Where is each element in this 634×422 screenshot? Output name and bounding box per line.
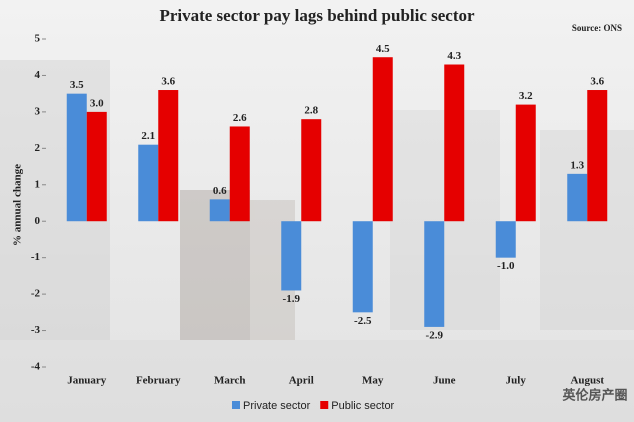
x-tick-label: March <box>214 375 246 387</box>
chart-title: Private sector pay lags behind public se… <box>159 6 475 25</box>
bar <box>86 111 107 222</box>
value-label: -2.5 <box>354 315 372 327</box>
y-tick-label: 2 <box>35 142 41 154</box>
value-label: 3.6 <box>161 76 175 88</box>
value-label: 0.6 <box>213 185 227 197</box>
watermark: 英伦房产圈 <box>561 388 627 404</box>
value-label: 2.8 <box>304 105 318 117</box>
x-tick-label: June <box>433 375 456 387</box>
bar <box>158 90 179 222</box>
bar <box>352 221 373 313</box>
bar <box>444 64 465 222</box>
y-tick-label: -3 <box>31 324 41 336</box>
value-label: 4.3 <box>447 50 461 62</box>
bar <box>587 90 608 222</box>
x-tick-label: July <box>506 375 527 387</box>
bar <box>281 221 302 291</box>
value-label: 3.6 <box>590 76 604 88</box>
value-label: 3.5 <box>70 79 84 91</box>
value-label: 2.1 <box>141 130 155 142</box>
legend-swatch <box>232 401 240 409</box>
bar <box>66 93 87 222</box>
y-tick-label: 3 <box>35 105 41 117</box>
value-label: 4.5 <box>376 43 390 55</box>
value-label: 3.0 <box>90 97 104 109</box>
x-tick-label: April <box>289 375 314 387</box>
legend-swatch <box>320 401 329 409</box>
bar <box>138 144 159 222</box>
y-tick-label: 4 <box>35 69 41 81</box>
bar <box>229 126 250 222</box>
source: Source: ONS <box>572 23 622 33</box>
value-label: -2.9 <box>426 329 444 341</box>
legend-label: Public sector <box>331 400 394 412</box>
y-tick-label: 1 <box>35 178 41 190</box>
y-axis-label: % annual change <box>12 164 24 246</box>
bar <box>495 221 516 258</box>
value-label: -1.0 <box>497 260 515 272</box>
bar <box>515 104 536 222</box>
bar <box>424 221 445 327</box>
value-label: 1.3 <box>570 159 584 171</box>
value-label: 2.6 <box>233 112 247 124</box>
bar <box>209 199 230 222</box>
bar <box>301 119 322 222</box>
legend-label: Private sector <box>243 400 311 412</box>
y-tick-label: -1 <box>31 251 40 263</box>
value-label: -1.9 <box>283 293 301 305</box>
value-label: 3.2 <box>519 90 533 102</box>
x-tick-label: February <box>136 375 181 387</box>
y-tick-label: 5 <box>35 33 41 45</box>
y-tick-label: 0 <box>35 215 41 227</box>
bar <box>567 173 588 222</box>
bar <box>372 57 393 222</box>
x-tick-label: August <box>570 375 604 387</box>
x-tick-label: May <box>362 375 384 387</box>
y-tick-label: -2 <box>31 288 41 300</box>
x-tick-label: January <box>67 375 107 387</box>
y-tick-label: -4 <box>31 361 41 373</box>
